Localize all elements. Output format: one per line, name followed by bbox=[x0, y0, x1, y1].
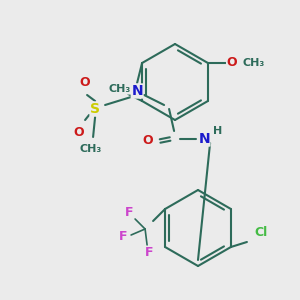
Text: F: F bbox=[125, 206, 133, 220]
Text: F: F bbox=[119, 230, 127, 244]
Text: N: N bbox=[198, 132, 210, 146]
Text: CH₃: CH₃ bbox=[109, 84, 131, 94]
Text: F: F bbox=[145, 247, 153, 260]
Text: N: N bbox=[131, 84, 143, 98]
Text: H: H bbox=[214, 126, 223, 136]
Text: O: O bbox=[226, 56, 237, 70]
Text: O: O bbox=[143, 134, 153, 148]
Text: O: O bbox=[80, 76, 90, 89]
Text: CH₃: CH₃ bbox=[80, 144, 102, 154]
Text: S: S bbox=[90, 102, 100, 116]
Text: O: O bbox=[74, 125, 84, 139]
Text: CH₃: CH₃ bbox=[243, 58, 265, 68]
Text: Cl: Cl bbox=[254, 226, 268, 239]
